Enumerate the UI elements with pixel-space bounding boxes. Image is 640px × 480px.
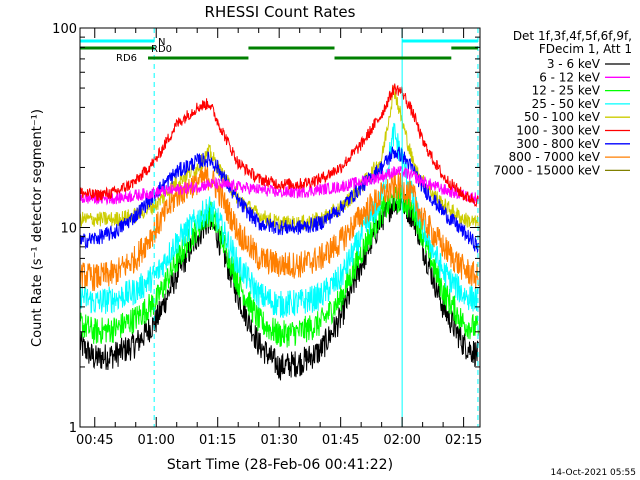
x-tick-label: 02:00 [383,433,420,448]
x-tick-label: 00:45 [76,433,113,448]
legend-entry-label: 100 - 300 keV [516,124,600,138]
series-line-6-12-kev [79,165,479,206]
state-bar-label-rd0: RD0 [151,44,172,55]
x-tick-label: 01:00 [137,433,174,448]
series-line-100-300-kev [79,83,479,207]
x-tick-label: 01:15 [199,433,236,448]
legend-entry-label: 50 - 100 keV [524,110,601,124]
x-tick-label: 01:45 [322,433,359,448]
y-tick-label: 1 [69,421,77,436]
chart-title: RHESSI Count Rates [205,3,356,21]
y-axis-label: Count Rate (s⁻¹ detector segment⁻¹) [30,109,45,347]
legend: Det 1f,3f,4f,5f,6f,9f, FDecim 1, Att 1 3… [493,29,632,177]
x-tick-label: 02:15 [445,433,482,448]
legend-entry-label: 7000 - 15000 keV [493,163,600,177]
x-axis-label: Start Time (28-Feb-06 00:41:22) [167,457,393,473]
state-bar-label-rd6: RD6 [116,53,137,64]
legend-entry-label: 25 - 50 keV [532,97,601,111]
y-tick-label: 100 [52,22,77,37]
series-line-800-7000-kev [79,165,479,292]
legend-header-line-1: Det 1f,3f,4f,5f,6f,9f, [513,29,632,43]
legend-entry-label: 6 - 12 keV [539,70,601,84]
footer-timestamp: 14-Oct-2021 05:55 [551,468,636,478]
legend-entry-label: 300 - 800 keV [516,137,600,151]
axis-layer: 1 10 100 00:45 01:00 01:15 01:30 01:45 02:00 02:1… [52,22,482,448]
state-bar-label-n: N [158,37,165,48]
series-layer [79,83,479,381]
legend-entry-label: 12 - 25 keV [532,84,601,98]
legend-entry-label: 800 - 7000 keV [509,150,601,164]
series-line-300-800-kev [79,145,479,253]
x-tick-label: 01:30 [260,433,297,448]
legend-entry-label: 3 - 6 keV [547,57,601,71]
legend-header-line-2: FDecim 1, Att 1 [539,42,632,56]
y-tick-label: 10 [60,222,77,237]
